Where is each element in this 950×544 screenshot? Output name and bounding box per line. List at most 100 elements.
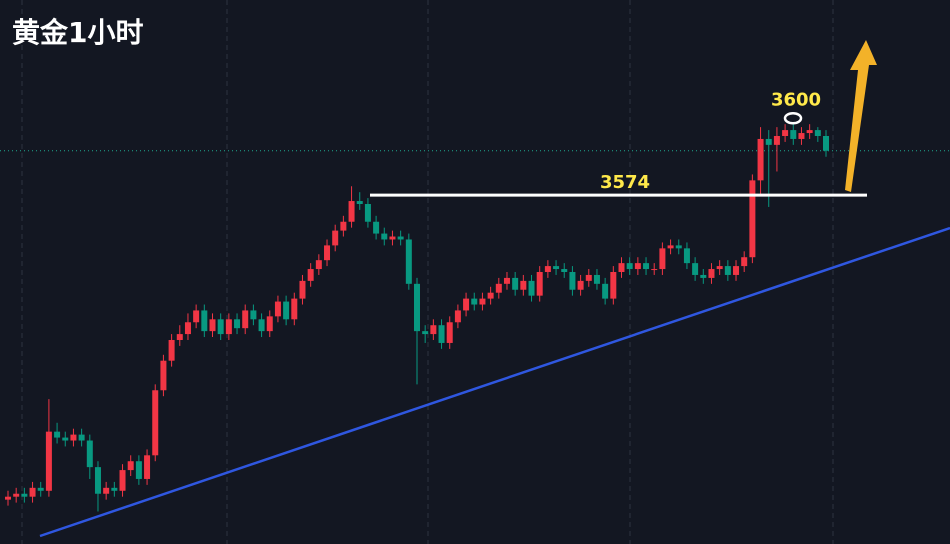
candle-body: [659, 248, 666, 270]
candle-body: [29, 487, 36, 497]
candle-body: [479, 298, 486, 305]
candle-body: [414, 283, 420, 332]
peak-label: 3600: [771, 89, 821, 110]
candle-body: [45, 431, 52, 491]
candle-body: [364, 204, 371, 222]
chart-title: 黄金1小时: [12, 16, 143, 49]
candle-body: [634, 263, 641, 270]
candle-body: [683, 248, 690, 264]
candle-body: [168, 340, 175, 361]
candle-body: [405, 239, 412, 284]
candle-body: [495, 283, 502, 293]
candle-body: [348, 201, 355, 222]
candle-body: [21, 493, 28, 497]
candle-body: [528, 280, 535, 296]
candle-body: [700, 274, 707, 278]
candle-body: [291, 298, 298, 320]
candle-body: [782, 130, 789, 136]
candle-body: [119, 470, 126, 491]
candle-body: [381, 233, 388, 240]
candle-body: [561, 269, 568, 272]
candle-body: [577, 280, 584, 290]
time-separators: [21, 0, 834, 544]
candle-body: [618, 263, 625, 272]
candle-body: [103, 487, 110, 494]
candle-body: [373, 221, 380, 234]
resistance-label: 3574: [600, 172, 650, 193]
candle-body: [70, 434, 77, 441]
candle-body: [626, 263, 633, 270]
candle-body: [544, 266, 551, 272]
peak-marker: [783, 112, 803, 125]
candle-body: [209, 319, 216, 332]
candle-body: [5, 496, 11, 500]
candle-body: [716, 266, 723, 270]
candle-body: [585, 274, 592, 281]
candle-body: [446, 322, 453, 343]
candle-body: [790, 130, 797, 139]
candle-body: [356, 201, 363, 204]
candle-body: [389, 236, 396, 240]
candle-body: [144, 455, 151, 479]
candle-body: [307, 269, 314, 281]
candle-body: [152, 390, 159, 456]
candle-body: [397, 236, 404, 240]
candle-body: [234, 319, 241, 329]
candle-body: [217, 319, 224, 335]
candle-body: [724, 266, 731, 275]
candle-body: [315, 260, 322, 270]
candle-body: [78, 434, 85, 441]
candle-body: [675, 245, 682, 249]
candle-body: [283, 301, 290, 320]
candle-body: [184, 322, 191, 335]
candle-body: [160, 360, 167, 391]
candle-body: [823, 136, 829, 151]
candle-body: [274, 301, 281, 317]
candle-body: [536, 272, 543, 296]
candle-body: [86, 440, 93, 468]
candle-body: [741, 257, 748, 267]
arrow: [845, 40, 877, 192]
candle-body: [553, 266, 560, 270]
candle-body: [814, 130, 821, 136]
candles: [0, 124, 950, 512]
candle-body: [299, 280, 306, 299]
candle-body: [593, 274, 600, 284]
candle-body: [176, 334, 183, 340]
candle-body: [471, 298, 478, 305]
candle-body: [111, 487, 118, 491]
candle-body: [569, 272, 576, 290]
candle-body: [54, 431, 61, 438]
candle-body: [193, 310, 200, 323]
candle-body: [503, 277, 510, 284]
candle-body: [602, 283, 609, 299]
candle-body: [422, 331, 429, 335]
candle-body: [438, 325, 445, 343]
candle-body: [512, 277, 519, 290]
candle-body: [643, 263, 650, 270]
candle-body: [651, 269, 658, 271]
candle-body: [430, 325, 437, 335]
candle-body: [708, 269, 715, 278]
candle-body: [94, 467, 101, 494]
candle-body: [13, 493, 20, 497]
candle-body: [733, 266, 740, 275]
candle-body: [201, 310, 208, 332]
candle-body: [667, 245, 674, 249]
candle-body: [806, 130, 813, 134]
candle-body: [798, 133, 805, 139]
candle-body: [765, 138, 772, 145]
candle-body: [340, 221, 347, 231]
candle-body: [37, 487, 44, 491]
candle-body: [332, 230, 339, 246]
candle-body: [463, 298, 470, 311]
candle-body: [250, 310, 257, 320]
candle-body: [62, 437, 69, 441]
candle-body: [520, 280, 527, 290]
candle-body: [135, 461, 142, 479]
candle-body: [454, 310, 461, 323]
candle-body: [692, 263, 699, 275]
